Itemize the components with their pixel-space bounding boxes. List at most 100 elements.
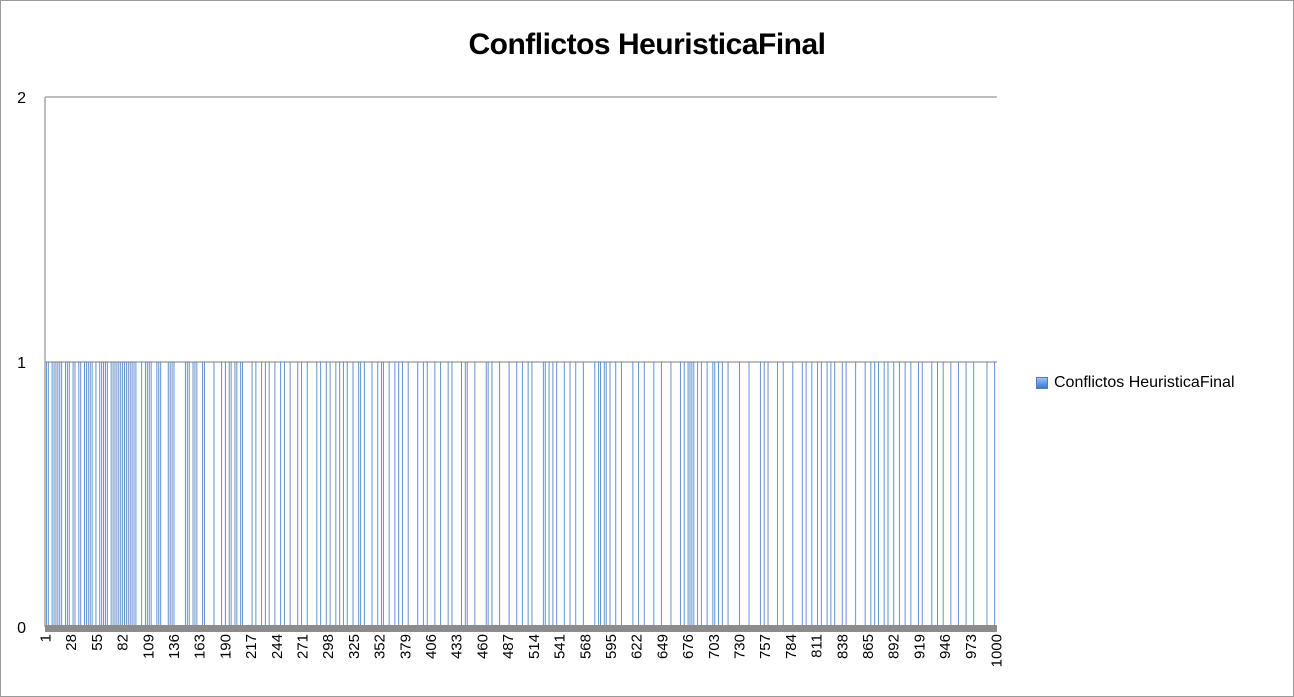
bar [777,362,779,627]
x-tick-label: 55 [89,634,106,651]
bar [670,362,672,627]
bar [864,362,866,627]
bar [845,362,847,627]
bar [691,362,693,627]
bar [417,362,419,627]
bar [893,362,895,627]
bar [381,362,383,627]
bar [767,362,769,627]
bar [841,362,843,627]
bar [491,362,493,627]
bar [316,362,318,627]
bar [122,362,124,627]
bar [72,362,74,627]
bar [192,362,194,627]
bar [464,362,466,627]
bar [329,362,331,627]
bar [451,362,453,627]
bar [830,362,832,627]
bar [110,362,112,627]
bar [986,362,988,627]
bar [188,362,190,627]
y-tick-label: 1 [17,355,26,372]
bar [598,362,600,627]
bar [251,362,253,627]
bar [228,362,230,627]
bar [68,362,70,627]
x-tick-label: 190 [217,634,234,659]
bar [144,362,146,627]
bar [870,362,872,627]
bar [57,362,59,627]
legend-swatch [1036,377,1048,389]
bar [826,362,828,627]
bar [877,362,879,627]
bar [339,362,341,627]
bar [104,362,106,627]
bar [712,362,714,627]
bar [64,362,66,627]
bar [697,362,699,627]
x-tick-label: 136 [166,634,183,659]
bar [556,362,558,627]
bar [917,362,919,627]
bar [957,362,959,627]
x-tick-label: 514 [526,634,543,659]
bar [99,362,101,627]
bar [358,362,360,627]
bar [360,362,362,627]
bar [53,362,55,627]
bar [461,362,462,627]
x-tick-label: 1 [37,634,54,642]
x-tick-label: 595 [603,634,620,659]
bar [615,362,617,627]
x-tick-label: 217 [243,634,260,659]
x-tick-label: 406 [423,634,440,659]
bar [394,362,396,627]
bar [103,362,105,627]
bar [721,362,723,627]
bar [582,362,584,627]
bar [898,362,900,627]
bar [280,362,282,627]
x-tick-label: 622 [629,634,646,659]
bar [289,362,291,627]
bar [61,362,63,627]
bar [116,362,118,627]
bar [599,362,601,627]
bar [527,362,529,627]
bar [274,362,276,627]
bar [306,362,308,627]
bar [148,362,150,627]
bar [84,362,86,627]
bar [118,362,120,627]
bar [693,362,695,627]
x-tick-label: 973 [963,634,980,659]
bar [874,362,876,627]
bar [127,362,129,627]
bar [689,362,691,627]
bar [45,362,47,627]
bar [407,362,409,627]
bar [268,362,270,627]
x-tick-label: 163 [192,634,209,659]
bar [158,362,160,627]
bar [194,362,196,627]
bar [516,362,518,627]
bar [544,362,546,627]
bar [371,362,373,627]
bar [342,362,344,627]
bar [683,362,685,627]
bar [167,362,169,627]
x-tick-label: 1000 [989,634,1006,667]
x-tick-label: 82 [115,634,132,651]
bar [51,362,53,627]
bar [643,362,645,627]
x-tick-label: 865 [860,634,877,659]
legend: Conflictos HeuristicaFinal [1036,374,1235,392]
bar [66,362,68,627]
bar [811,362,813,627]
bar [240,362,242,627]
bar [594,362,596,627]
bar [575,362,577,627]
